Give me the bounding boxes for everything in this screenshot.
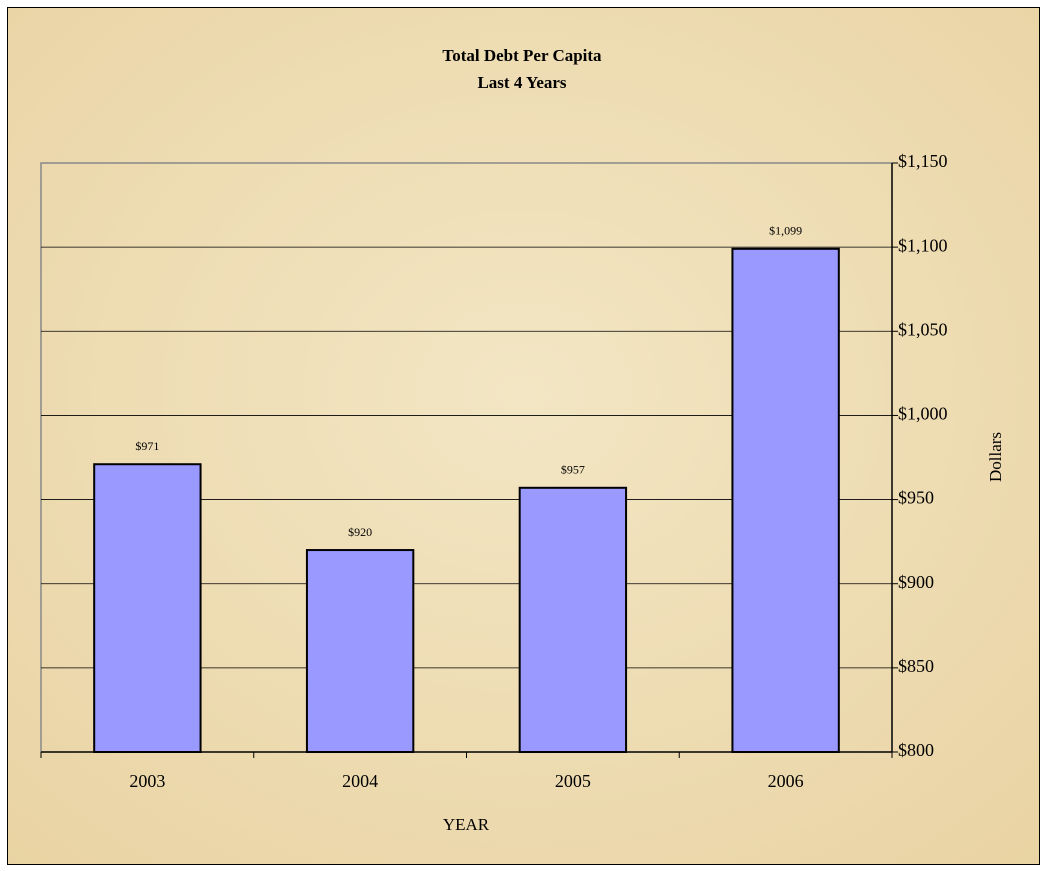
y-tick-label: $850 <box>898 656 934 676</box>
bar <box>305 549 415 753</box>
bar <box>93 463 202 753</box>
x-axis-label: YEAR <box>443 815 490 834</box>
value-label: $920 <box>348 525 372 539</box>
y-tick-label: $800 <box>898 740 934 760</box>
x-tick-label: 2005 <box>555 771 591 791</box>
chart-subtitle: Last 4 Years <box>477 73 566 92</box>
y-tick-label: $1,100 <box>898 235 948 255</box>
y-tick-label: $1,000 <box>898 404 948 424</box>
y-tick-label: $1,050 <box>898 319 948 339</box>
y-tick-label: $1,150 <box>898 151 948 171</box>
x-tick-label: 2006 <box>768 771 804 791</box>
value-label: $1,099 <box>769 224 802 238</box>
y-tick-label: $900 <box>898 572 934 592</box>
value-label: $971 <box>135 439 159 453</box>
x-tick-label: 2004 <box>342 771 378 791</box>
bar <box>731 247 840 753</box>
y-tick-label: $950 <box>898 488 934 508</box>
value-label: $957 <box>561 463 585 477</box>
x-tick-label: 2003 <box>129 771 165 791</box>
bar <box>518 486 628 753</box>
chart-title: Total Debt Per Capita <box>442 46 602 65</box>
plot-frame <box>40 162 892 752</box>
y-axis-label: Dollars <box>986 432 1005 482</box>
